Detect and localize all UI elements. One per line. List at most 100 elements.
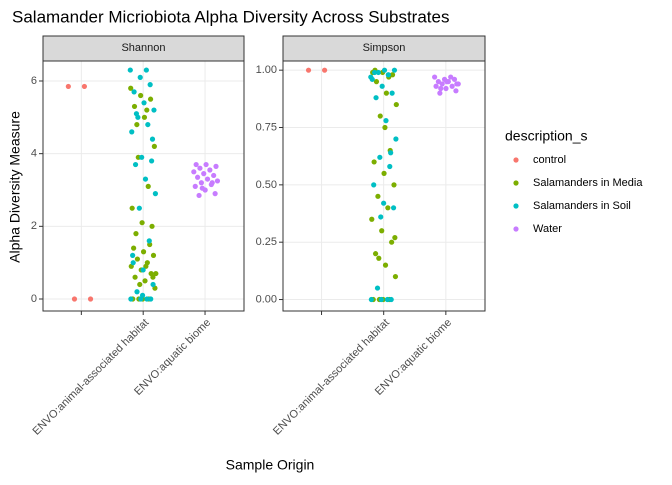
point — [151, 107, 157, 113]
y-tick-label: 0.25 — [256, 236, 277, 248]
point — [131, 103, 138, 110]
point — [368, 296, 374, 303]
point — [393, 136, 399, 142]
point — [383, 90, 389, 96]
point — [378, 296, 384, 303]
point — [368, 74, 374, 80]
point — [389, 72, 396, 78]
point — [193, 161, 199, 168]
point — [382, 262, 389, 268]
point — [389, 239, 395, 245]
point — [129, 129, 135, 135]
y-tick-label: 0.00 — [256, 293, 277, 305]
point — [438, 85, 444, 92]
point — [195, 174, 201, 180]
y-tick-label: 2 — [31, 220, 37, 232]
point — [144, 107, 150, 113]
point — [131, 245, 137, 251]
point — [139, 292, 146, 298]
point — [209, 180, 215, 186]
point — [443, 85, 449, 92]
point — [444, 79, 450, 85]
legend-label: control — [533, 154, 566, 166]
point — [151, 143, 157, 149]
point — [134, 121, 140, 128]
point — [146, 238, 152, 244]
point — [211, 172, 217, 179]
point — [137, 281, 143, 288]
point — [136, 205, 142, 211]
point — [204, 176, 211, 182]
point — [149, 158, 155, 164]
strip — [282, 35, 486, 62]
point — [393, 101, 399, 108]
point — [139, 154, 145, 160]
point — [384, 296, 391, 303]
point — [203, 161, 209, 168]
point — [214, 178, 221, 184]
y-tick-label: 4 — [31, 148, 37, 160]
point — [131, 89, 137, 95]
point — [150, 252, 157, 259]
point — [192, 183, 198, 189]
point — [130, 252, 136, 259]
point — [375, 69, 381, 76]
point — [145, 183, 151, 189]
point — [322, 67, 328, 73]
point — [87, 296, 94, 302]
point — [379, 228, 385, 234]
point — [143, 263, 149, 269]
point — [148, 296, 154, 302]
point — [371, 182, 377, 188]
point — [376, 255, 382, 261]
point — [153, 270, 159, 277]
point — [449, 83, 455, 89]
y-tick-label: 0 — [31, 293, 37, 305]
legend-key — [513, 180, 519, 186]
legend-key — [513, 157, 519, 163]
point — [147, 96, 154, 102]
point — [196, 192, 202, 199]
point — [383, 118, 389, 124]
point — [433, 83, 439, 89]
point — [65, 83, 71, 90]
point — [377, 113, 383, 119]
point — [371, 159, 377, 165]
point — [385, 205, 391, 211]
point — [143, 67, 149, 73]
panel-border — [42, 60, 245, 312]
point — [305, 67, 312, 73]
point — [212, 191, 218, 197]
point — [372, 251, 379, 257]
point — [127, 67, 133, 73]
point — [453, 88, 459, 94]
y-tick-label: 6 — [31, 75, 37, 87]
point — [389, 90, 395, 96]
legend-label: Salamanders in Soil — [533, 200, 631, 212]
point — [142, 278, 148, 284]
point — [392, 273, 399, 280]
point — [132, 274, 138, 280]
point — [373, 79, 380, 85]
point — [391, 182, 397, 188]
point — [129, 205, 135, 211]
point — [391, 67, 398, 73]
strip-label: Simpson — [363, 42, 406, 54]
point — [432, 74, 438, 80]
point — [369, 216, 375, 222]
chart-title: Salamander Micriobiota Alpha Diversity A… — [12, 7, 449, 26]
point — [128, 296, 134, 302]
point — [142, 176, 149, 182]
point — [198, 180, 204, 186]
point — [388, 150, 394, 156]
point — [379, 83, 385, 89]
point — [451, 76, 458, 82]
point — [375, 193, 381, 199]
point — [197, 165, 203, 171]
point — [130, 260, 136, 266]
point — [134, 256, 141, 262]
point — [139, 220, 145, 226]
legend-key — [513, 203, 519, 209]
point — [373, 95, 379, 101]
point — [133, 111, 140, 117]
